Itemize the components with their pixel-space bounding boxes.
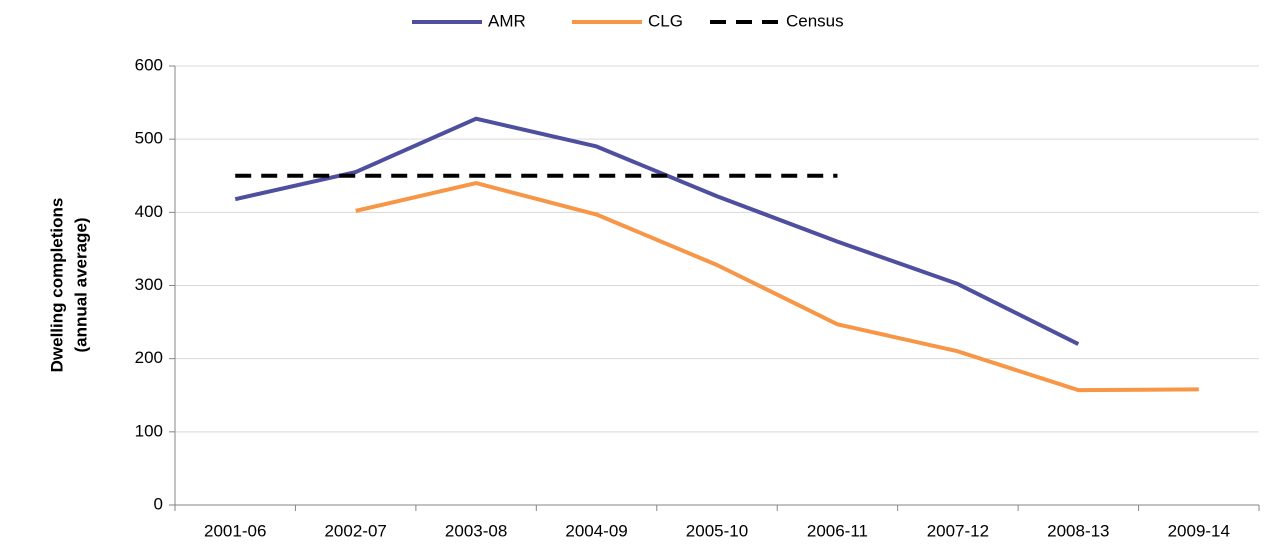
- x-tick-label: 2003-08: [445, 521, 507, 540]
- x-tick-label: 2007-12: [927, 521, 989, 540]
- legend-label: Census: [786, 11, 844, 30]
- series-line: [234, 116, 1080, 346]
- y-tick-label: 0: [154, 494, 163, 513]
- y-tick-label: 400: [135, 202, 163, 221]
- x-tick-label: 2004-09: [565, 521, 627, 540]
- x-tick-label: 2005-10: [686, 521, 748, 540]
- series-line: [355, 181, 1199, 393]
- y-tick-label: 500: [135, 129, 163, 148]
- y-tick-label: 300: [135, 275, 163, 294]
- x-tick-label: 2009-14: [1168, 521, 1230, 540]
- x-tick-label: 2002-07: [324, 521, 386, 540]
- y-axis-title: Dwelling completions (annual average): [47, 198, 90, 373]
- x-tick-label: 2006-11: [807, 521, 868, 540]
- x-tick-label: 2001-06: [204, 521, 266, 540]
- y-tick-label: 200: [135, 348, 163, 367]
- y-axis-title-line: Dwelling completions: [47, 198, 66, 373]
- y-tick-label: 100: [135, 421, 163, 440]
- y-axis-title-line: (annual average): [71, 217, 90, 352]
- x-tick-label: 2008-13: [1047, 521, 1109, 540]
- legend-label: AMR: [488, 11, 526, 30]
- legend-label: CLG: [648, 11, 683, 30]
- y-tick-label: 600: [135, 55, 163, 74]
